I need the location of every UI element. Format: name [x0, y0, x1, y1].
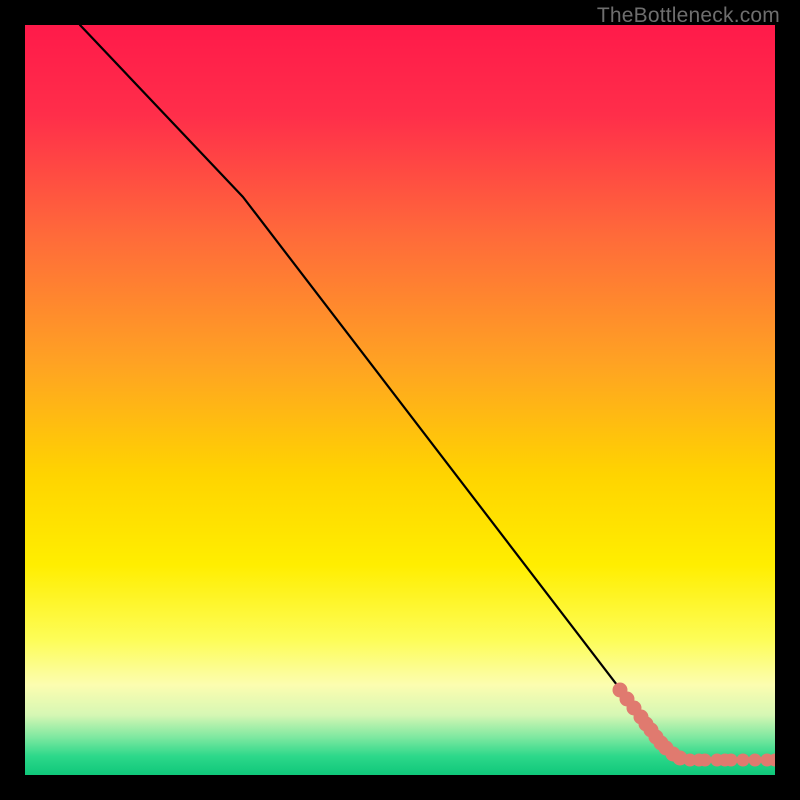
- stage: TheBottleneck.com: [0, 0, 800, 800]
- data-marker: [699, 754, 712, 767]
- bottleneck-chart: [25, 25, 775, 775]
- data-marker: [749, 754, 762, 767]
- gradient-background: [25, 25, 775, 775]
- watermark-text: TheBottleneck.com: [597, 4, 780, 28]
- data-marker: [737, 754, 750, 767]
- data-marker: [725, 754, 738, 767]
